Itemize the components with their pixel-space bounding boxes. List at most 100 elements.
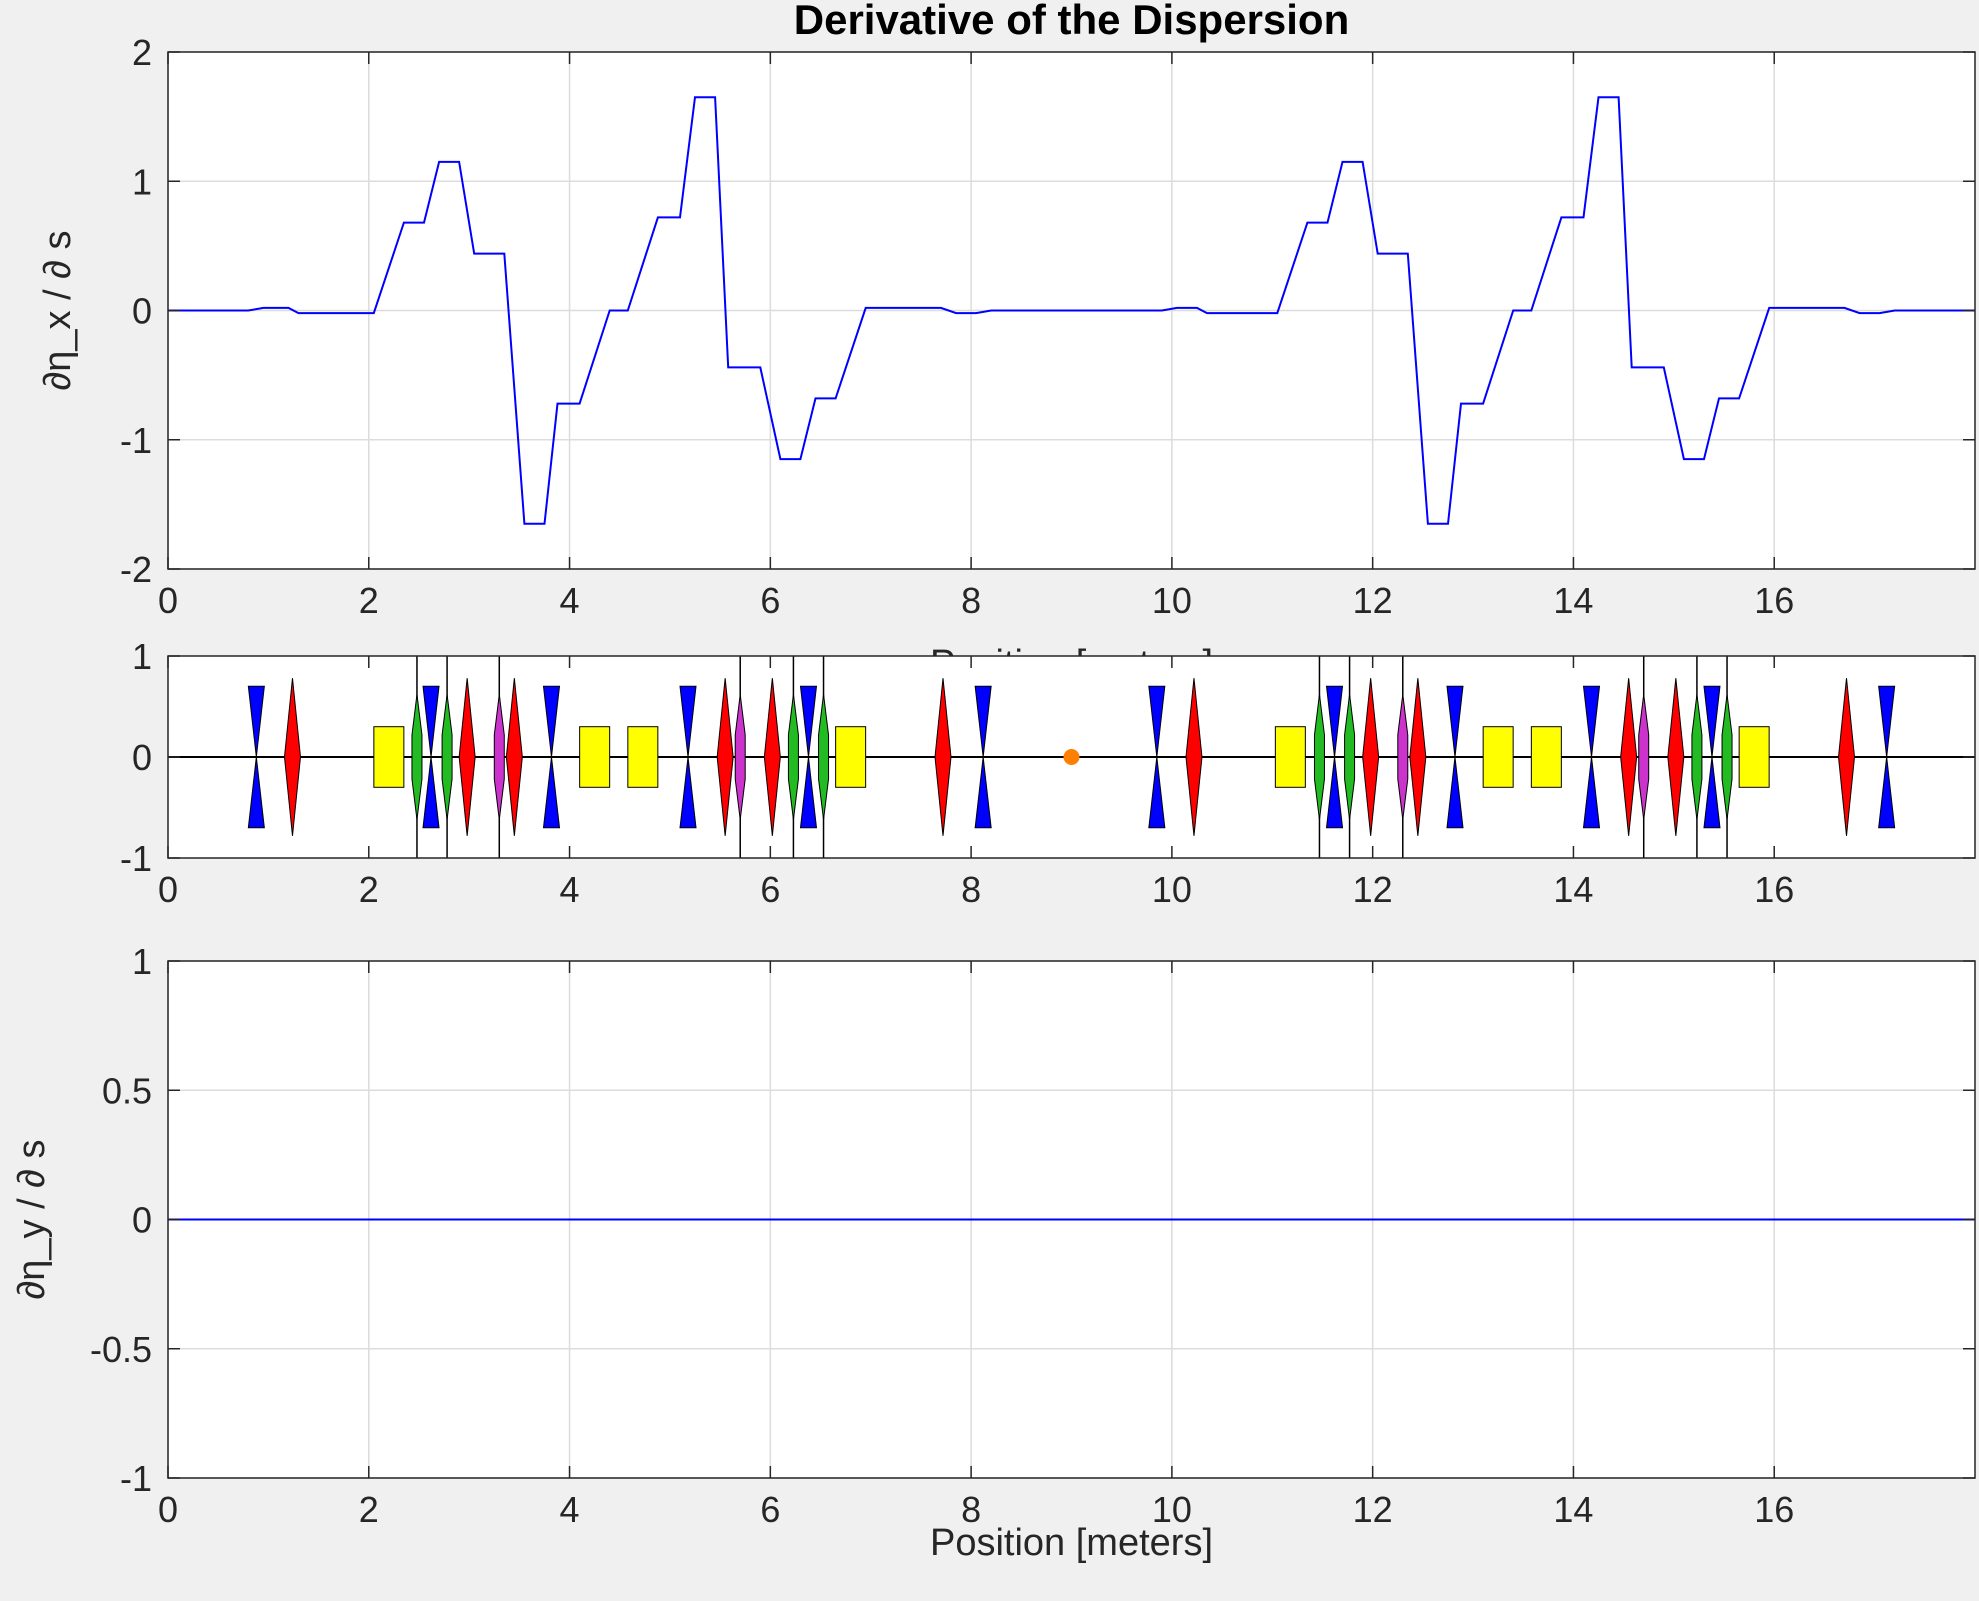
x-tick-label: 2	[359, 1489, 379, 1530]
sextupole	[1721, 694, 1733, 820]
y-axis-label: ∂η_y / ∂ s	[11, 1139, 53, 1299]
x-tick-label: 0	[158, 869, 178, 910]
dipole-magnet	[835, 726, 867, 788]
x-tick-label: 6	[760, 580, 780, 621]
sextupole	[1691, 694, 1703, 820]
defocusing-quadrupole	[1703, 685, 1721, 829]
focusing-quadrupole	[1185, 678, 1203, 836]
marker-point	[1063, 749, 1080, 765]
y-tick-label: 1	[132, 161, 152, 202]
sextupole	[787, 694, 799, 820]
y-tick-labels: -2 -1 0 1 2	[120, 32, 1975, 590]
defocusing-quadrupole	[799, 685, 818, 829]
x-tick-labels: 0 2 4 6 8 10 12 14 16	[158, 961, 1794, 1530]
sextupole	[411, 694, 423, 820]
octupole	[1397, 694, 1409, 820]
y-tick-label: -1	[120, 1458, 152, 1499]
defocusing-quadrupole	[542, 685, 561, 829]
x-tick-label: 6	[760, 869, 780, 910]
x-tick-labels: 0 2 4 6 8 10 12 14 16	[158, 52, 1794, 621]
dipole-magnet	[1738, 726, 1770, 788]
defocusing-quadrupole	[974, 685, 992, 829]
sextupole	[441, 694, 453, 820]
x-tick-label: 4	[560, 1489, 580, 1530]
defocusing-quadrupole	[679, 685, 697, 829]
octupole	[734, 694, 746, 820]
x-tick-label: 8	[961, 580, 981, 621]
x-tick-label: 6	[760, 1489, 780, 1530]
y-tick-label: 2	[132, 32, 152, 73]
dipole-magnet	[1482, 726, 1514, 788]
focusing-quadrupole	[1620, 678, 1638, 836]
defocusing-quadrupole	[1325, 685, 1344, 829]
sextupole	[818, 694, 830, 820]
x-tick-label: 16	[1754, 1489, 1794, 1530]
x-tick-label: 14	[1553, 869, 1593, 910]
x-tick-label: 8	[961, 1489, 981, 1530]
x-tick-label: 2	[359, 580, 379, 621]
sextupole	[1313, 694, 1325, 820]
x-tick-label: 0	[158, 580, 178, 621]
octupole	[1638, 694, 1650, 820]
x-tick-label: 14	[1553, 580, 1593, 621]
y-tick-label: 1	[132, 941, 152, 982]
dipole-magnet	[1530, 726, 1562, 788]
x-tick-label: 4	[560, 580, 580, 621]
focusing-quadrupole	[716, 678, 734, 836]
octupole	[493, 694, 505, 820]
focusing-quadrupole	[1362, 678, 1380, 836]
lattice-elements	[247, 656, 1896, 858]
focusing-quadrupole	[505, 678, 523, 836]
y-tick-label: 0	[132, 737, 152, 778]
panel-dispersion-derivative-y: 0 2 4 6 8 10 12 14 16 -1 -0.5 0 0.5 1 Position [mete…	[11, 941, 1976, 1564]
focusing-quadrupole	[1837, 678, 1856, 836]
y-tick-label: -1	[120, 838, 152, 879]
x-tick-label: 12	[1353, 869, 1393, 910]
focusing-quadrupole	[458, 678, 476, 836]
defocusing-quadrupole	[247, 685, 265, 829]
focusing-quadrupole	[283, 678, 301, 836]
x-tick-label: 12	[1353, 580, 1393, 621]
dipole-magnet	[1274, 726, 1306, 788]
chart-title: Derivative of the Dispersion	[794, 0, 1350, 43]
x-tick-label: 16	[1754, 869, 1794, 910]
defocusing-quadrupole	[1582, 685, 1601, 829]
focusing-quadrupole	[1409, 678, 1427, 836]
x-tick-label: 10	[1152, 869, 1192, 910]
x-tick-label: 16	[1754, 580, 1794, 621]
defocusing-quadrupole	[422, 685, 440, 829]
y-tick-label: -0.5	[90, 1329, 152, 1370]
x-tick-label: 12	[1353, 1489, 1393, 1530]
x-tick-label: 8	[961, 869, 981, 910]
defocusing-quadrupole	[1446, 685, 1464, 829]
defocusing-quadrupole	[1148, 685, 1166, 829]
dipole-magnet	[373, 726, 405, 788]
x-tick-label: 14	[1553, 1489, 1593, 1530]
y-tick-labels: -1 0 1	[120, 636, 1975, 879]
defocusing-quadrupole	[1878, 685, 1896, 829]
panel-lattice: 0 2 4 6 8 10 12 14 16 -101	[120, 636, 1976, 910]
x-tick-label: 0	[158, 1489, 178, 1530]
focusing-quadrupole	[1667, 678, 1685, 836]
focusing-quadrupole	[934, 678, 952, 836]
x-tick-label: 10	[1152, 1489, 1192, 1530]
dipole-magnet	[579, 726, 611, 788]
x-tick-labels: 0 2 4 6 8 10 12 14 16	[158, 656, 1794, 910]
y-tick-labels: -1 -0.5 0 0.5 1	[90, 941, 1975, 1499]
sextupole	[1344, 694, 1356, 820]
y-tick-label: -1	[120, 420, 152, 461]
x-axis-label: Position [meters]	[930, 1522, 1213, 1564]
y-tick-label: 0	[132, 291, 152, 332]
y-tick-label: -2	[120, 549, 152, 590]
series-line	[168, 96, 1975, 525]
dipole-magnet	[627, 726, 659, 788]
x-tick-label: 4	[560, 869, 580, 910]
x-tick-label: 2	[359, 869, 379, 910]
y-tick-label: 0.5	[102, 1070, 152, 1111]
y-tick-label: 0	[132, 1200, 152, 1241]
focusing-quadrupole	[763, 678, 781, 836]
y-tick-label: 1	[132, 636, 152, 677]
x-tick-label: 10	[1152, 580, 1192, 621]
